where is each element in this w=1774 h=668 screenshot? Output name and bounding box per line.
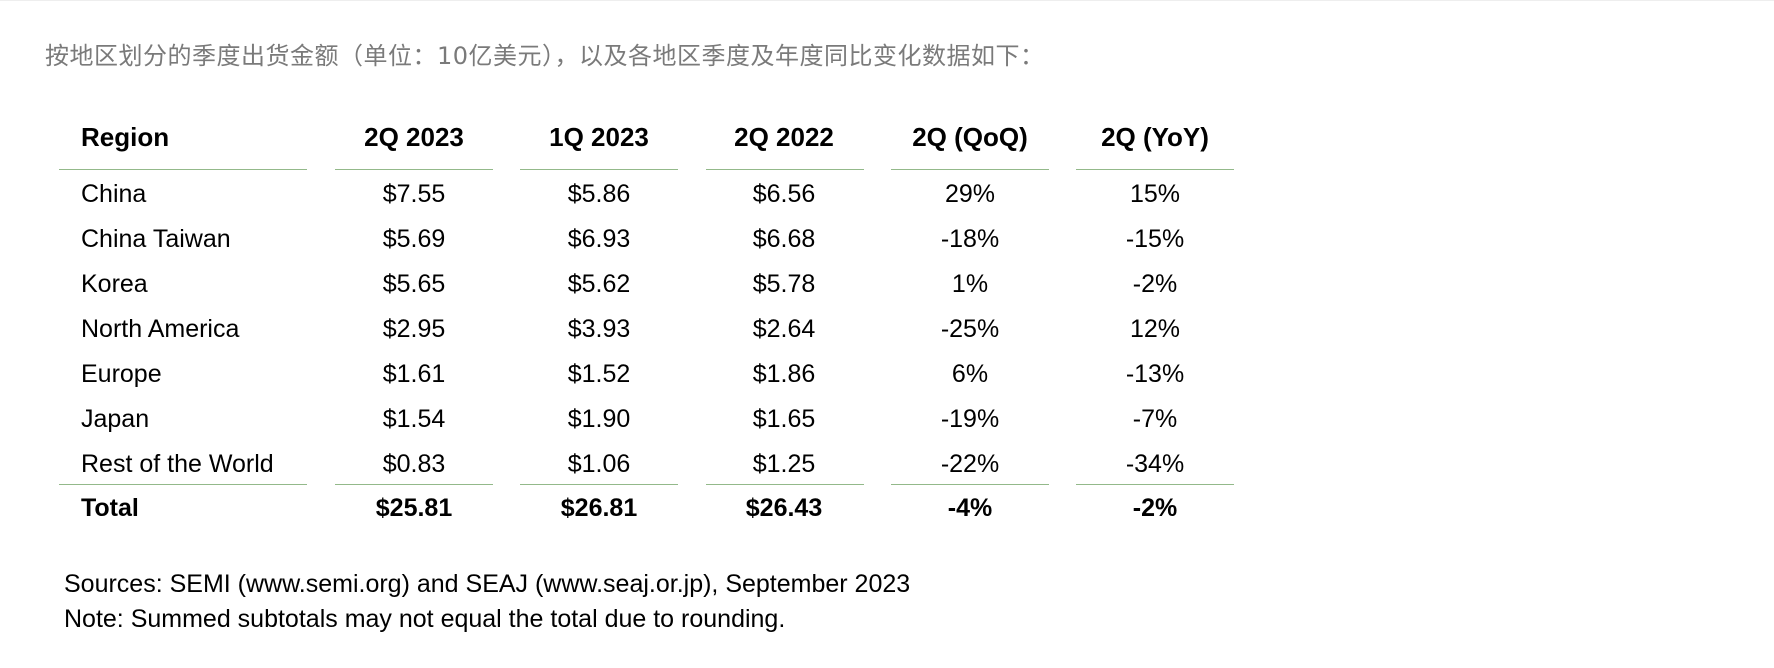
cell-2q-2023: $7.55 [382,180,446,208]
header-qoq: 2Q (QoQ) [912,122,1028,152]
cell-qoq: -22% [940,450,1000,478]
cell-region: China Taiwan [81,225,231,253]
cell-yoy: 15% [1129,180,1181,208]
cell-region: China [81,180,147,208]
cell-2q-2023: $5.69 [382,225,446,253]
cell-qoq: -19% [940,405,1000,433]
cell-2q-2022: $1.65 [752,405,816,433]
total-yoy: -2% [1132,494,1178,522]
cell-2q-2022: $6.68 [752,225,816,253]
header-region: Region [81,122,170,152]
cell-yoy: -15% [1125,225,1185,253]
cell-2q-2022: $5.78 [752,270,816,298]
total-rule-col4 [891,484,1049,485]
cell-2q-2023: $5.65 [382,270,446,298]
rounding-note: Note: Summed subtotals may not equal the… [64,605,786,633]
cell-region: Europe [81,360,162,388]
header-1q-2023: 1Q 2023 [549,122,649,152]
cell-region: Korea [81,270,148,298]
cell-2q-2022: $6.56 [752,180,816,208]
cell-qoq: 1% [951,270,989,298]
cell-1q-2023: $5.62 [567,270,631,298]
total-rule-region [59,484,307,485]
cell-region: Japan [81,405,150,433]
cell-yoy: -34% [1125,450,1185,478]
cell-qoq: -18% [940,225,1000,253]
total-1q-2023: $26.81 [560,494,638,522]
cell-1q-2023: $6.93 [567,225,631,253]
header-2q-2023: 2Q 2023 [364,122,464,152]
intro-text: 按地区划分的季度出货金额（单位：10亿美元），以及各地区季度及年度同比变化数据如… [45,42,1045,70]
cell-1q-2023: $1.52 [567,360,631,388]
header-rule-col5 [1076,169,1234,170]
header-2q-2022: 2Q 2022 [734,122,834,152]
cell-2q-2022: $1.25 [752,450,816,478]
header-rule-col2 [520,169,678,170]
cell-yoy: -2% [1132,270,1178,298]
cell-2q-2022: $2.64 [752,315,816,343]
cell-1q-2023: $3.93 [567,315,631,343]
cell-region: Rest of the World [81,450,274,478]
cell-2q-2023: $1.61 [382,360,446,388]
total-rule-col3 [706,484,864,485]
total-rule-col5 [1076,484,1234,485]
cell-1q-2023: $5.86 [567,180,631,208]
cell-2q-2023: $1.54 [382,405,446,433]
sources-note: Sources: SEMI (www.semi.org) and SEAJ (w… [64,570,911,598]
cell-region: North America [81,315,240,343]
total-2q-2023: $25.81 [375,494,453,522]
top-divider [0,0,1774,1]
cell-2q-2022: $1.86 [752,360,816,388]
cell-qoq: 29% [944,180,996,208]
header-rule-col1 [335,169,493,170]
total-rule-col2 [520,484,678,485]
header-rule-region [59,169,307,170]
cell-2q-2023: $0.83 [382,450,446,478]
cell-qoq: 6% [951,360,989,388]
cell-1q-2023: $1.90 [567,405,631,433]
cell-2q-2023: $2.95 [382,315,446,343]
header-rule-col3 [706,169,864,170]
total-qoq: -4% [947,494,993,522]
cell-1q-2023: $1.06 [567,450,631,478]
cell-yoy: 12% [1129,315,1181,343]
header-rule-col4 [891,169,1049,170]
cell-yoy: -13% [1125,360,1185,388]
cell-yoy: -7% [1132,405,1178,433]
total-label: Total [81,494,139,522]
total-rule-col1 [335,484,493,485]
cell-qoq: -25% [940,315,1000,343]
header-yoy: 2Q (YoY) [1101,122,1209,152]
total-2q-2022: $26.43 [745,494,823,522]
